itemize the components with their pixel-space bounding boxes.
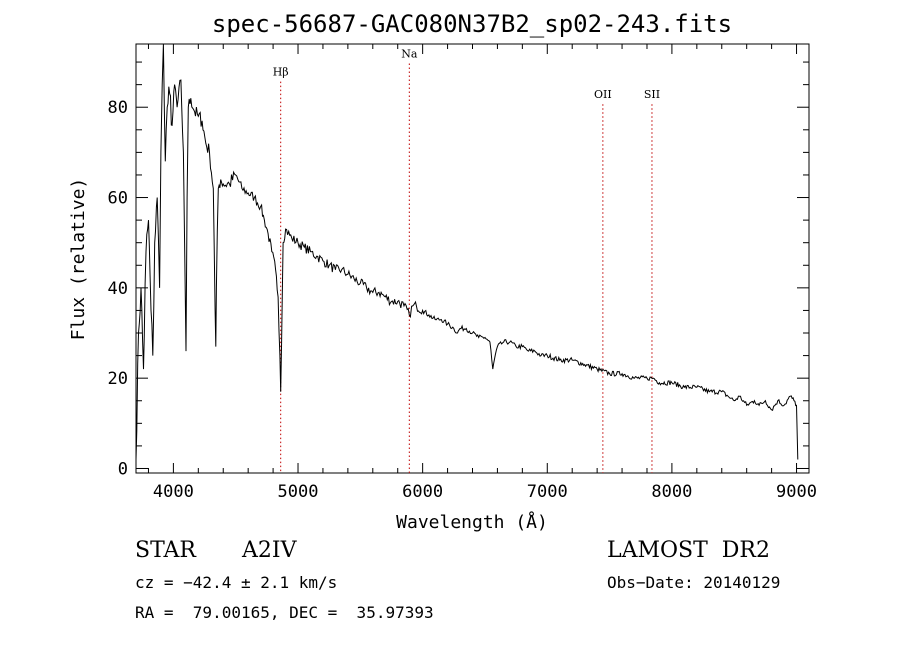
sky-coordinates: RA = 79.00165, DEC = 35.97393 — [135, 603, 434, 622]
x-tick-label: 8000 — [651, 482, 692, 502]
x-tick-label: 9000 — [776, 482, 817, 502]
y-tick-label: 0 — [118, 459, 128, 479]
axis-ticks: 4000 5000 6000 7000 8000 9000 0 20 40 60 80 — [108, 44, 817, 502]
object-class: STAR — [135, 538, 196, 563]
x-axis-label: Wavelength (Å) — [396, 511, 548, 533]
line-marker-label: OII — [594, 88, 612, 101]
plot-frame — [135, 43, 810, 474]
survey-name: LAMOST DR2 — [607, 538, 770, 563]
line-marker-label: SII — [644, 88, 660, 101]
x-tick-label: 7000 — [527, 482, 568, 502]
observation-date: Obs−Date: 20140129 — [607, 573, 781, 592]
y-axis-label: Flux (relative) — [68, 178, 89, 341]
object-subclass: A2IV — [242, 538, 297, 563]
spectrum-series-line — [135, 43, 799, 460]
y-tick-label: 60 — [108, 189, 128, 209]
redshift-velocity: cz = −42.4 ± 2.1 km/s — [135, 573, 338, 592]
x-tick-label: 6000 — [402, 482, 443, 502]
y-tick-label: 20 — [108, 369, 128, 389]
line-marker-label: Na — [401, 48, 418, 61]
y-tick-label: 40 — [108, 279, 128, 299]
line-marker-label: Hβ — [273, 66, 289, 79]
x-tick-label: 5000 — [278, 482, 319, 502]
spectral-line-markers: Hβ Na OII SII — [273, 48, 660, 473]
x-tick-label: 4000 — [153, 482, 194, 502]
y-tick-label: 80 — [108, 98, 128, 118]
chart-title: spec-56687-GAC080N37B2_sp02-243.fits — [212, 10, 732, 38]
